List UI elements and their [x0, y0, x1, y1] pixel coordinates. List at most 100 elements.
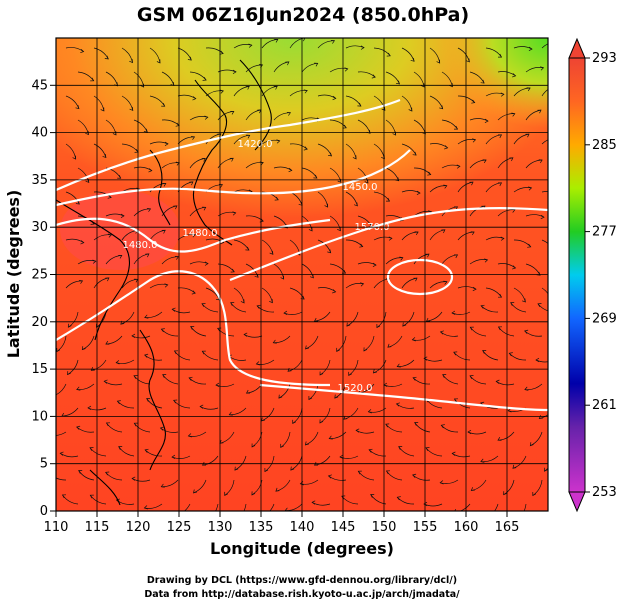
streamline-arrow: [67, 371, 71, 376]
streamline-arrow: [500, 236, 505, 241]
streamline-arrow: [388, 236, 393, 241]
streamline-arrow: [551, 249, 554, 252]
streamline-arrow: [436, 59, 441, 64]
streamline-arrow: [191, 290, 196, 295]
streamline-arrow: [202, 206, 207, 211]
streamline-arrow: [288, 167, 293, 173]
streamline-arrow: [443, 280, 448, 285]
streamline-arrow: [330, 39, 336, 44]
streamline-arrow: [414, 422, 419, 426]
x-tick-label: 160: [454, 520, 479, 535]
contour-line-1480b: [56, 270, 331, 387]
streamline-arrow: [254, 273, 259, 278]
streamline-arrow: [376, 324, 381, 329]
streamline-arrow: [219, 89, 224, 94]
streamline-arrow: [527, 243, 532, 248]
streamline-arrow: [144, 314, 149, 319]
streamline-arrow: [246, 134, 251, 139]
streamline-arrow: [454, 254, 459, 259]
streamline-arrow: [524, 329, 529, 334]
streamline-arrow: [511, 112, 516, 117]
streamline-arrow: [145, 253, 150, 258]
streamline-arrow: [147, 208, 152, 212]
colorbar-top-arrow: [568, 37, 586, 59]
streamline-arrow: [118, 254, 123, 259]
streamline-arrow: [191, 136, 196, 140]
streamline-arrow: [482, 159, 487, 164]
streamline-arrow: [453, 351, 458, 356]
streamline-arrow: [309, 274, 314, 279]
streamline-arrow: [89, 494, 94, 499]
streamline-arrow: [107, 233, 112, 238]
streamline-arrow: [280, 443, 284, 448]
y-tick-label: 35: [31, 173, 48, 188]
streamline-arrow: [484, 118, 489, 124]
streamline-arrow: [337, 227, 341, 232]
x-tick-label: 130: [208, 520, 233, 535]
y-tick-label: 40: [31, 126, 48, 141]
streamline-arrow: [117, 174, 122, 179]
streamline: [269, 503, 275, 511]
streamline-arrow: [524, 386, 529, 391]
streamline-arrow: [269, 250, 274, 255]
streamline-arrow: [161, 102, 166, 107]
x-tick-label: 140: [290, 520, 315, 535]
streamline-arrow: [344, 67, 349, 72]
streamline-arrow: [456, 164, 461, 169]
streamline-arrow: [96, 323, 100, 328]
streamline-arrow: [500, 92, 505, 97]
streamline-arrow: [512, 464, 517, 469]
streamline-arrow: [272, 339, 277, 344]
streamline-arrow: [75, 105, 80, 110]
streamline-arrow: [189, 181, 194, 186]
streamline-arrow: [334, 394, 339, 399]
streamline-arrow: [193, 489, 197, 494]
streamline-arrow: [385, 470, 391, 475]
streamline-arrow: [308, 227, 313, 232]
streamline: [541, 89, 548, 97]
streamline-arrow: [240, 299, 245, 304]
streamline-arrow: [319, 419, 324, 424]
streamline-arrow: [61, 494, 67, 499]
streamline-arrow: [332, 289, 337, 294]
streamline: [494, 503, 499, 511]
streamline-arrow: [156, 59, 161, 64]
streamline-arrow: [425, 317, 430, 322]
streamline-arrow: [251, 491, 256, 496]
colorbar-scale: [568, 57, 586, 493]
streamline-arrow: [385, 423, 390, 428]
x-tick-label: 120: [126, 520, 151, 535]
streamline-arrow: [470, 231, 475, 236]
streamline-arrow: [359, 243, 364, 248]
streamline-arrow: [308, 396, 313, 401]
streamline-arrow: [328, 435, 333, 440]
streamline-arrow: [162, 374, 167, 378]
streamline-arrow: [234, 466, 239, 471]
streamline-arrow: [540, 66, 545, 71]
streamline-arrow: [275, 487, 280, 492]
y-tick-label: 30: [31, 220, 48, 235]
streamline-arrow: [162, 182, 167, 187]
y-tick-label: 15: [31, 362, 48, 377]
streamline: [554, 63, 570, 72]
streamline-arrow: [427, 171, 432, 176]
streamline-arrow: [537, 303, 542, 307]
streamline-arrow: [255, 361, 260, 366]
colorbar-tick-label: 277: [592, 225, 617, 240]
streamline-arrow: [171, 307, 176, 312]
streamline-arrow: [425, 447, 430, 451]
streamline-arrow: [451, 310, 456, 315]
contour-line-1520: [259, 383, 548, 412]
streamline-arrow: [274, 196, 279, 201]
streamline-arrow: [67, 323, 72, 328]
streamline-arrow: [439, 105, 444, 110]
streamline-arrow: [439, 330, 444, 335]
streamline-arrow: [480, 458, 485, 463]
x-axis-title: Longitude (degrees): [210, 539, 394, 558]
streamline-arrow: [187, 433, 192, 438]
streamline-arrow: [278, 394, 283, 399]
y-tick-label: 10: [31, 409, 48, 424]
streamline-arrow: [555, 137, 559, 140]
streamline-arrow: [48, 432, 51, 436]
streamline-arrow: [102, 153, 107, 159]
